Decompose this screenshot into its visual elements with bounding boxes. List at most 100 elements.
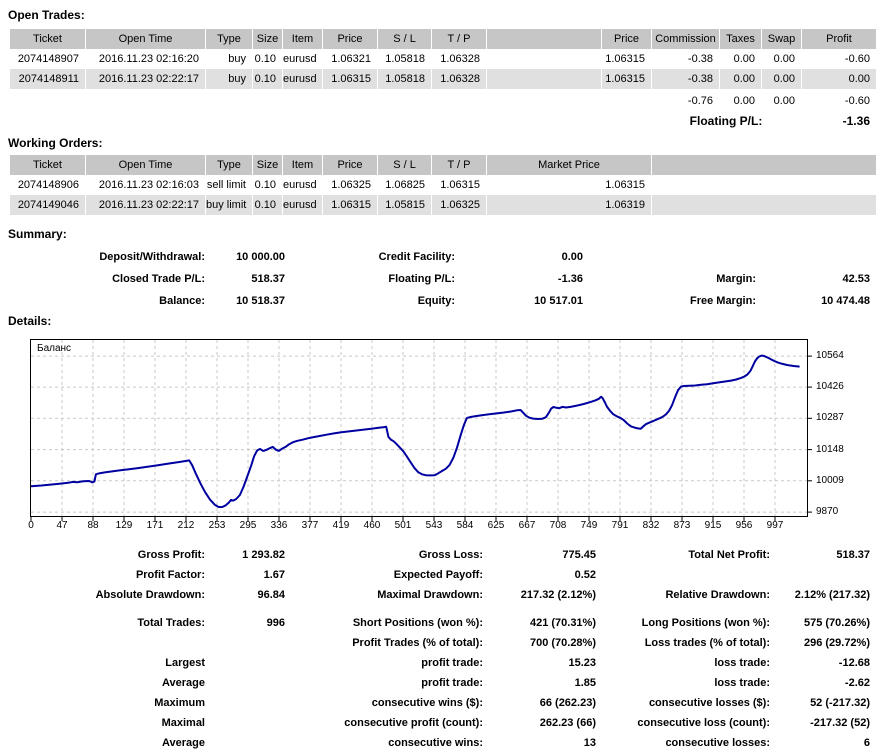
stat-value xyxy=(770,565,870,585)
column-header: Ticket xyxy=(10,29,85,49)
cell: buy xyxy=(205,49,252,69)
stat-label: consecutive profit (count): xyxy=(285,713,483,733)
column-header: Open Time xyxy=(85,29,205,49)
cell: 0.00 xyxy=(719,49,761,69)
stat-label: Total Trades: xyxy=(10,613,205,633)
cell: 2016.11.23 02:16:20 xyxy=(85,49,205,69)
column-header: Market Price xyxy=(486,155,651,175)
floating-pl-value: -1.36 xyxy=(801,110,876,132)
stat-value: 10 474.48 xyxy=(756,290,870,312)
column-header: Profit xyxy=(801,29,876,49)
stats-row: Gross Profit:1 293.82Gross Loss:775.45To… xyxy=(10,545,894,565)
stat-label: Largest xyxy=(10,653,205,673)
stats-row: Profit Trades (% of total):700 (70.28%)L… xyxy=(10,633,894,653)
stat-label: consecutive losses: xyxy=(596,733,770,753)
stat-value xyxy=(205,733,285,753)
y-tick-label: 10148 xyxy=(816,444,844,455)
commission-total: -0.76 xyxy=(651,92,719,110)
stat-label: Short Positions (won %): xyxy=(285,613,483,633)
cell: 2074148911 xyxy=(10,69,85,89)
stat-value xyxy=(205,633,285,653)
stats-row: Profit Factor:1.67Expected Payoff:0.52 xyxy=(10,565,894,585)
stats-row: Closed Trade P/L:518.37Floating P/L:-1.3… xyxy=(10,268,894,290)
column-header: S / L xyxy=(377,155,431,175)
stats-row: Total Trades:996Short Positions (won %):… xyxy=(10,613,894,633)
stat-label: profit trade: xyxy=(285,673,483,693)
x-tick-label: 336 xyxy=(271,520,288,531)
x-tick-label: 625 xyxy=(488,520,505,531)
stat-label: Margin: xyxy=(583,268,756,290)
cell: 0.00 xyxy=(719,69,761,89)
column-header: Type xyxy=(205,155,252,175)
cell xyxy=(486,49,601,69)
cell xyxy=(486,69,601,89)
cell: 1.06328 xyxy=(431,49,486,69)
table-header-row: TicketOpen TimeTypeSizeItemPriceS / LT /… xyxy=(10,155,876,175)
stat-value xyxy=(205,653,285,673)
stat-label: Maximal xyxy=(10,713,205,733)
column-header: Open Time xyxy=(85,155,205,175)
table-row: 20741490462016.11.23 02:22:17buy limit0.… xyxy=(10,195,876,215)
cell: 2016.11.23 02:16:03 xyxy=(85,175,205,195)
stat-label: Relative Drawdown: xyxy=(596,585,770,605)
cell: 2074148906 xyxy=(10,175,85,195)
x-tick-label: 708 xyxy=(550,520,567,531)
cell: buy xyxy=(205,69,252,89)
stat-label: Profit Factor: xyxy=(10,565,205,585)
y-tick-label: 10426 xyxy=(816,381,844,392)
stat-value: 262.23 (66) xyxy=(483,713,596,733)
stat-value: 0.52 xyxy=(483,565,596,585)
column-header: Item xyxy=(282,155,322,175)
column-header: Commission xyxy=(651,29,719,49)
stat-value: 1 293.82 xyxy=(205,545,285,565)
stat-label: consecutive wins: xyxy=(285,733,483,753)
column-header: Ticket xyxy=(10,155,85,175)
column-header xyxy=(651,155,876,175)
stat-label: Average xyxy=(10,673,205,693)
column-header: Item xyxy=(282,29,322,49)
stat-label xyxy=(583,246,756,268)
cell: 1.06315 xyxy=(431,175,486,195)
cell: 2074149046 xyxy=(10,195,85,215)
x-tick-label: 253 xyxy=(209,520,226,531)
column-header: Taxes xyxy=(719,29,761,49)
cell: 1.05818 xyxy=(377,69,431,89)
stats-row: Absolute Drawdown:96.84Maximal Drawdown:… xyxy=(10,585,894,605)
cell: 0.10 xyxy=(252,49,282,69)
cell: 0.00 xyxy=(761,49,801,69)
cell: -0.38 xyxy=(651,49,719,69)
table-row: 20741489062016.11.23 02:16:03sell limit0… xyxy=(10,175,876,195)
cell: 1.06315 xyxy=(322,195,377,215)
working-orders-heading: Working Orders: xyxy=(8,136,894,151)
cell: 1.06315 xyxy=(601,69,651,89)
cell: 0.10 xyxy=(252,175,282,195)
stat-value: 996 xyxy=(205,613,285,633)
x-tick-label: 295 xyxy=(240,520,257,531)
stat-value: -2.62 xyxy=(770,673,870,693)
cell: 1.06325 xyxy=(322,175,377,195)
closed-pl-value: 518.37 xyxy=(770,0,870,4)
stat-label: consecutive losses ($): xyxy=(596,693,770,713)
stat-label: loss trade: xyxy=(596,653,770,673)
stat-value: 217.32 (2.12%) xyxy=(483,585,596,605)
x-tick-label: 915 xyxy=(705,520,722,531)
stat-label xyxy=(596,565,770,585)
stats-row: Deposit/Withdrawal:10 000.00Credit Facil… xyxy=(10,246,894,268)
x-tick-label: 873 xyxy=(674,520,691,531)
x-tick-label: 832 xyxy=(643,520,660,531)
open-trades-totals-row: -0.76 0.00 0.00 -0.60 xyxy=(10,92,894,110)
stat-value xyxy=(756,246,870,268)
column-header: S / L xyxy=(377,29,431,49)
cell: 0.00 xyxy=(761,69,801,89)
stat-label: Deposit/Withdrawal: xyxy=(10,246,205,268)
closed-pl-row: Closed P/L: 518.37 xyxy=(10,0,894,4)
stat-value: 96.84 xyxy=(205,585,285,605)
cell: 1.06315 xyxy=(322,69,377,89)
stat-label: Absolute Drawdown: xyxy=(10,585,205,605)
working-orders-table: TicketOpen TimeTypeSizeItemPriceS / LT /… xyxy=(10,155,876,215)
cell xyxy=(651,175,876,195)
x-tick-label: 460 xyxy=(364,520,381,531)
column-header: Price xyxy=(322,155,377,175)
cell: 2016.11.23 02:22:17 xyxy=(85,195,205,215)
y-tick-label: 9870 xyxy=(816,506,838,517)
